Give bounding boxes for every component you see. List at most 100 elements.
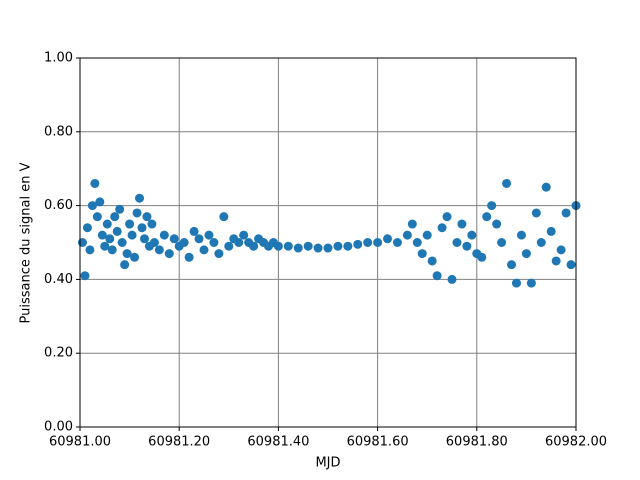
x-axis-label: MJD <box>315 456 340 471</box>
point <box>107 245 117 255</box>
point <box>447 274 457 284</box>
point <box>224 241 234 251</box>
point <box>516 230 526 240</box>
point <box>159 230 169 240</box>
point <box>293 243 303 253</box>
point <box>551 256 561 266</box>
point <box>87 201 97 211</box>
point <box>407 219 417 229</box>
point <box>164 249 174 259</box>
point <box>373 238 383 247</box>
point <box>149 238 159 247</box>
point <box>97 230 107 240</box>
point <box>105 234 115 244</box>
point <box>115 204 125 214</box>
point <box>303 241 313 251</box>
point <box>120 260 130 270</box>
point <box>199 245 209 255</box>
point <box>249 241 259 251</box>
point <box>546 226 556 236</box>
point <box>511 278 521 288</box>
point <box>343 241 353 251</box>
x-tick-label: 60981.80 <box>446 435 508 450</box>
point <box>117 238 127 247</box>
y-tick-label: 0.20 <box>44 346 73 361</box>
point <box>497 238 507 247</box>
point <box>92 212 102 222</box>
point <box>432 271 442 281</box>
point <box>531 208 541 218</box>
point <box>477 252 487 262</box>
point <box>127 230 137 240</box>
point <box>112 226 122 236</box>
x-tick-label: 60981.20 <box>148 435 210 450</box>
point <box>283 241 293 251</box>
point <box>209 238 219 247</box>
point <box>122 249 132 259</box>
point <box>487 201 497 211</box>
point <box>184 252 194 262</box>
point <box>392 238 402 247</box>
point <box>383 234 393 244</box>
point <box>100 241 110 251</box>
point <box>492 219 502 229</box>
y-axis-label: Puissance du signal en V <box>19 162 34 323</box>
point <box>333 241 343 251</box>
x-tick-label: 60981.00 <box>49 435 111 450</box>
point <box>90 178 100 188</box>
point <box>502 178 512 188</box>
point <box>154 245 164 255</box>
point <box>457 219 467 229</box>
point <box>85 245 95 255</box>
y-tick-label: 0.80 <box>44 124 73 139</box>
point <box>137 223 147 233</box>
point <box>110 212 120 222</box>
point <box>566 260 576 270</box>
point <box>132 208 142 218</box>
point <box>214 249 224 259</box>
x-tick-label: 60981.60 <box>347 435 409 450</box>
point <box>561 208 571 218</box>
point <box>427 256 437 266</box>
point <box>125 219 135 229</box>
point <box>422 230 432 240</box>
point <box>452 238 462 247</box>
point <box>526 278 536 288</box>
point <box>169 234 179 244</box>
point <box>412 238 422 247</box>
point <box>417 249 427 259</box>
point <box>204 230 214 240</box>
point <box>402 230 412 240</box>
point <box>219 212 229 222</box>
point <box>102 219 112 229</box>
y-tick-label: 0.60 <box>44 198 73 213</box>
point <box>467 230 477 240</box>
plot-frame <box>79 57 577 428</box>
point <box>239 230 249 240</box>
point <box>313 243 323 253</box>
x-tick-label: 60982.00 <box>545 435 607 450</box>
point <box>189 226 199 236</box>
point <box>80 271 90 281</box>
point <box>179 238 189 247</box>
point <box>147 219 157 229</box>
point <box>130 252 140 262</box>
point <box>442 212 452 222</box>
point <box>482 212 492 222</box>
point <box>363 238 373 247</box>
point <box>353 239 363 249</box>
point <box>77 238 87 247</box>
point <box>95 197 105 207</box>
point <box>507 260 517 270</box>
point <box>323 243 333 253</box>
x-tick-label: 60981.40 <box>247 435 309 450</box>
point <box>556 245 566 255</box>
point <box>462 241 472 251</box>
point <box>521 249 531 259</box>
point <box>142 212 152 222</box>
point <box>541 182 551 192</box>
point <box>194 234 204 244</box>
point <box>536 238 546 247</box>
point <box>437 223 447 233</box>
